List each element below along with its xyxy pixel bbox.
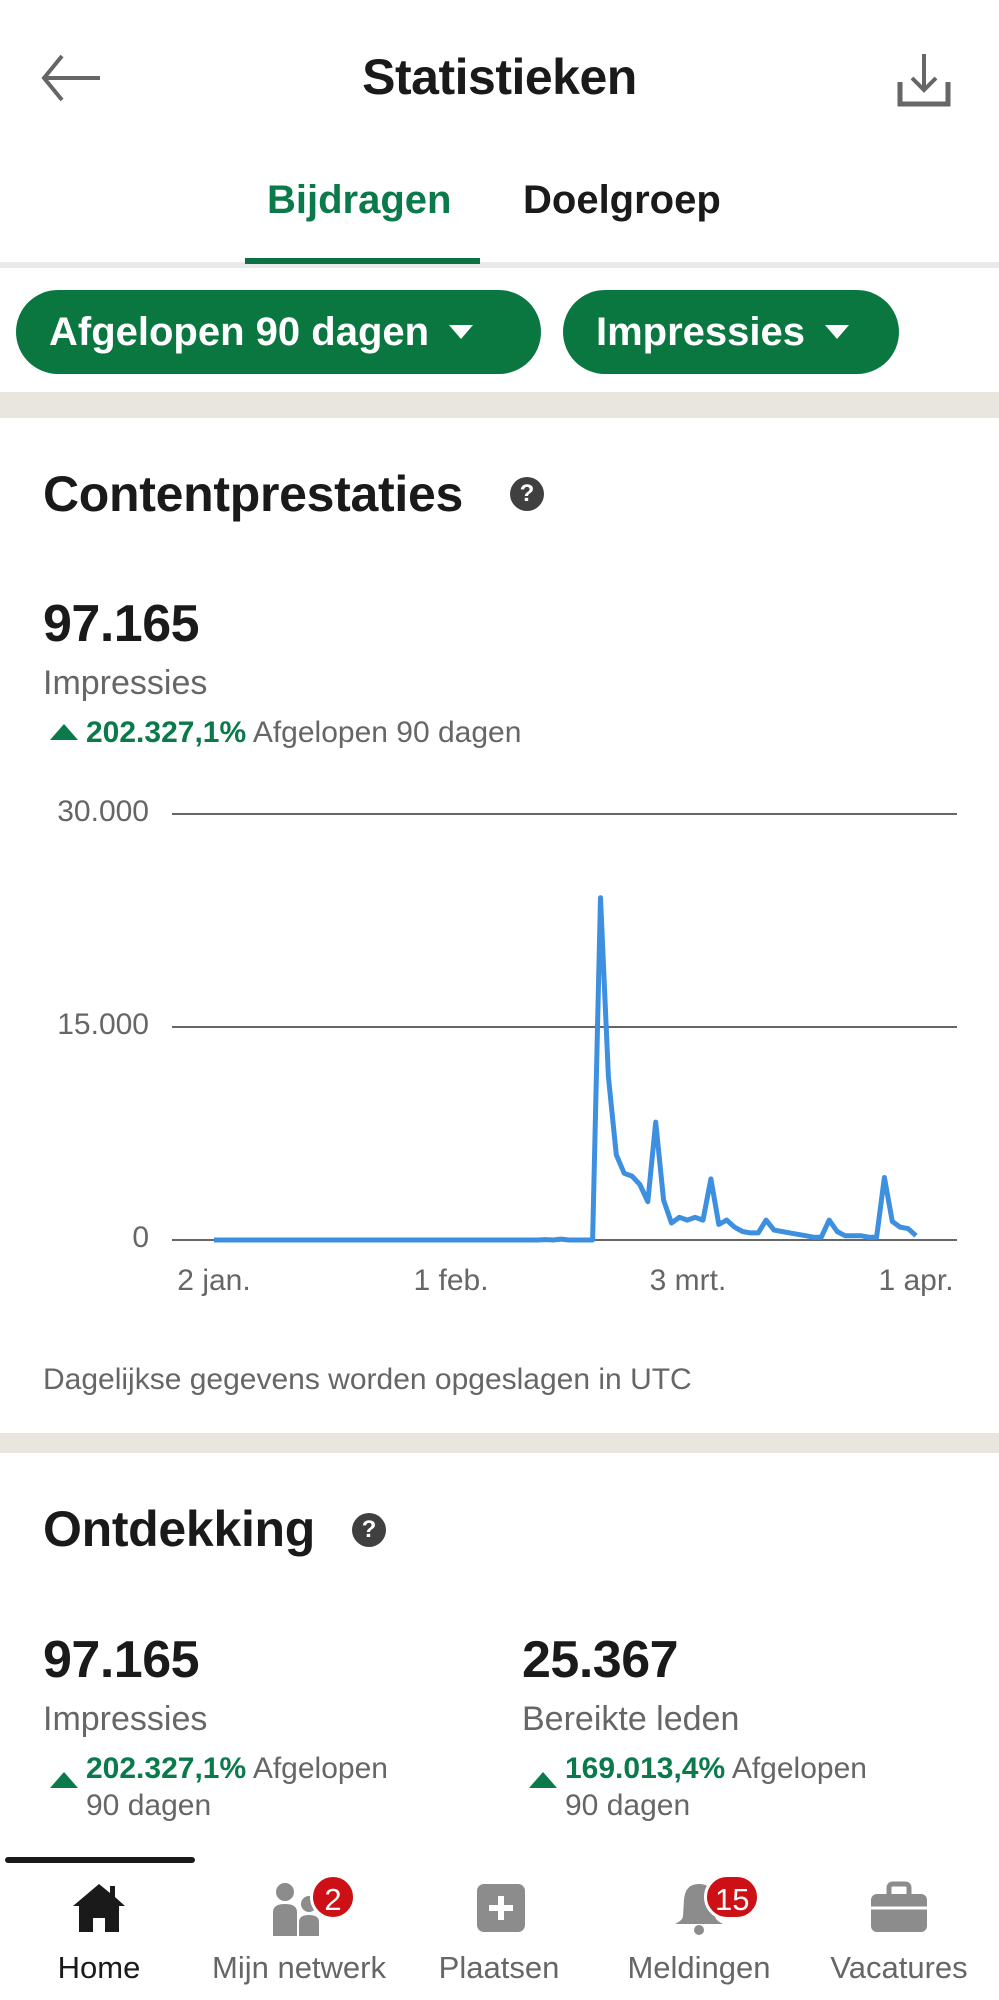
page-title: Statistieken [362,49,637,105]
nav-my-network[interactable]: 2 Mijn netwerk [204,1870,394,1990]
home-icon [73,1884,125,1932]
y-tick-30000: 30.000 [57,795,149,828]
chart-plot-area [172,813,957,1243]
chart-footnote: Dagelijkse gegevens worden opgeslagen in… [43,1363,692,1396]
impressions-label: Impressies [43,664,208,702]
tab-bijdragen[interactable]: Bijdragen [267,178,452,222]
tab-bar: Bijdragen Doelgroep [0,150,999,268]
help-icon[interactable]: ? [352,1513,386,1547]
y-tick-15000: 15.000 [57,1008,149,1041]
trend-up-icon [50,724,78,740]
bottom-navigation: Home 2 Mijn netwerk Plaatsen 15 Meldinge… [0,1850,999,2000]
x-tick-jan: 2 jan. [177,1264,251,1297]
x-tick-feb: 1 feb. [413,1264,489,1297]
x-tick-mrt: 3 mrt. [649,1264,727,1297]
briefcase-icon [871,1881,927,1932]
trend-period-cont: 90 dagen [86,1789,212,1822]
section-divider [0,1433,999,1453]
active-nav-indicator [5,1857,195,1863]
download-button[interactable] [896,52,952,110]
content-performance-title: Contentprestaties [43,466,463,522]
trend-period: Afgelopen [731,1752,867,1785]
trend-up-icon [50,1772,78,1788]
nav-post-label: Plaatsen [438,1950,560,1985]
trend-period-cont: 90 dagen [565,1789,691,1822]
download-icon [897,54,951,107]
nav-home-label: Home [57,1950,141,1985]
back-button[interactable] [40,52,104,104]
trend-percentage: 169.013,4% [565,1752,726,1785]
members-reached-label: Bereikte leden [522,1700,740,1738]
post-plus-icon [477,1884,525,1932]
impressions-trend: 202.327,1% Afgelopen 90 dagen [86,714,521,751]
period-filter-label: Afgelopen 90 dagen [49,309,430,354]
active-tab-indicator [245,258,480,264]
x-tick-apr: 1 apr. [878,1264,954,1297]
nav-post[interactable]: Plaatsen [404,1870,594,1990]
impressions-line [214,895,918,1243]
nav-jobs[interactable]: Vacatures [804,1870,994,1990]
period-filter-dropdown[interactable]: Afgelopen 90 dagen [16,290,541,374]
metric-filter-label: Impressies [596,309,806,354]
help-icon[interactable]: ? [510,477,544,511]
discovery-title: Ontdekking [43,1501,316,1557]
nav-jobs-label: Vacatures [830,1950,968,1985]
top-bar: Statistieken [0,0,999,150]
nav-home[interactable]: Home [4,1870,194,1990]
section-divider [0,392,999,418]
tab-doelgroep[interactable]: Doelgroep [523,178,721,222]
network-icon [273,1883,319,1936]
trend-period: Afgelopen [252,1752,388,1785]
trend-percentage: 202.327,1% [86,716,247,749]
arrow-left-icon [41,54,100,102]
nav-notifications-label: Meldingen [627,1950,771,1985]
impressions-value: 97.165 [43,595,200,653]
discovery-impressions-trend: 202.327,1% Afgelopen 90 dagen [86,1750,388,1824]
members-reached-value: 25.367 [522,1631,679,1689]
metric-filter-dropdown[interactable]: Impressies [563,290,899,374]
notifications-badge: 15 [704,1874,761,1920]
impressions-chart: 30.000 15.000 0 2 jan. 1 feb. 3 mrt. 1 a… [0,780,999,1320]
discovery-impressions-label: Impressies [43,1700,208,1738]
discovery-impressions-value: 97.165 [43,1631,200,1689]
nav-notifications[interactable]: 15 Meldingen [604,1870,794,1990]
trend-percentage: 202.327,1% [86,1752,247,1785]
y-tick-0: 0 [132,1221,149,1254]
trend-period: Afgelopen 90 dagen [252,716,522,749]
network-badge: 2 [310,1874,356,1920]
caret-down-icon [449,325,474,339]
nav-my-network-label: Mijn netwerk [212,1950,386,1985]
filter-bar: Afgelopen 90 dagen Impressies [0,274,999,392]
caret-down-icon [825,325,850,339]
members-reached-trend: 169.013,4% Afgelopen 90 dagen [565,1750,867,1824]
trend-up-icon [529,1772,557,1788]
